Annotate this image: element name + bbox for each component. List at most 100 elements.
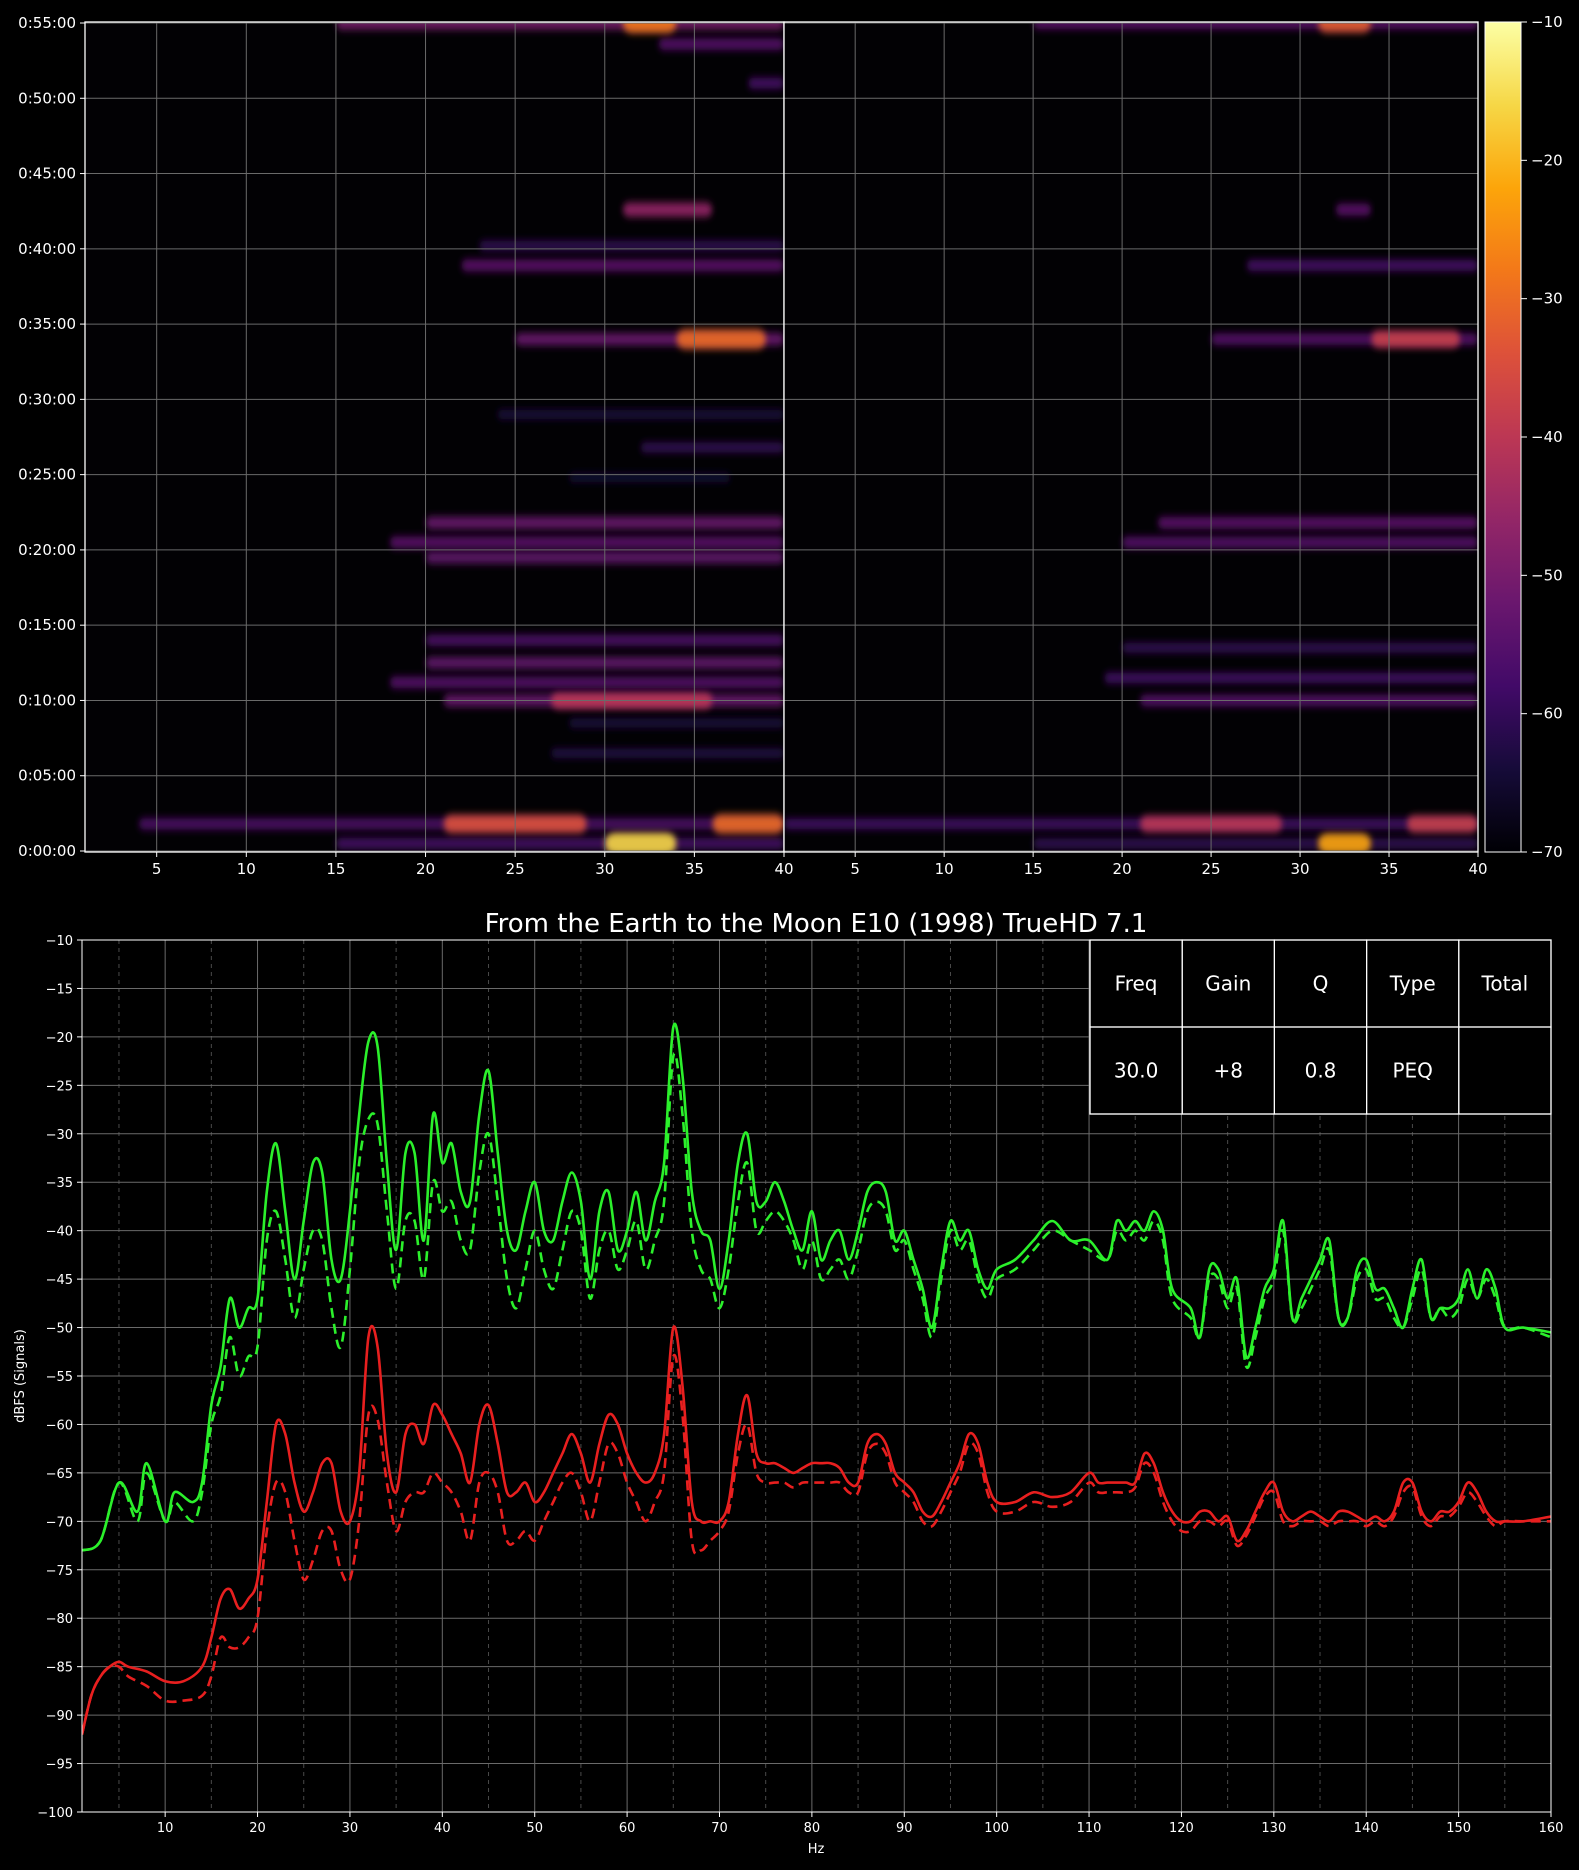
x-tick-label: 140 bbox=[1354, 1821, 1379, 1836]
spectrogram-band bbox=[1033, 838, 1478, 849]
x-tick-label: 20 bbox=[1113, 860, 1132, 878]
spectrogram-band bbox=[479, 240, 784, 251]
y-tick-label: 0:00:00 bbox=[18, 842, 76, 860]
x-tick-label: 15 bbox=[326, 860, 345, 878]
spectrogram-band bbox=[676, 329, 767, 349]
spectrogram-band bbox=[389, 676, 784, 689]
x-tick-label: 20 bbox=[416, 860, 435, 878]
spectrogram-right-x-ticks: 5 10 15 20 25 30 35 40 bbox=[850, 852, 1488, 878]
y-tick-label: −75 bbox=[46, 1564, 73, 1579]
x-tick-label: 160 bbox=[1539, 1821, 1564, 1836]
y-tick-label: −40 bbox=[46, 1225, 73, 1240]
spectrogram-left-y-ticks: 0:00:00 0:05:00 0:10:00 0:15:00 0:20:00 0:25:… bbox=[18, 14, 85, 860]
spectrogram-band bbox=[784, 818, 1478, 830]
table-cell bbox=[1458, 1026, 1552, 1115]
x-tick-label: 120 bbox=[1169, 1821, 1194, 1836]
x-tick-label: 20 bbox=[249, 1821, 266, 1836]
spectrogram-band bbox=[568, 718, 784, 728]
colorbar-tick-label: −30 bbox=[1531, 290, 1563, 308]
y-axis-label: dBFS (Signals) bbox=[13, 1329, 28, 1423]
y-tick-label: −100 bbox=[37, 1806, 73, 1821]
y-tick-label: −85 bbox=[46, 1661, 73, 1676]
spectrogram-left-background bbox=[85, 22, 784, 852]
chart-title: From the Earth to the Moon E10 (1998) Tr… bbox=[485, 909, 1148, 939]
table-header-label: Type bbox=[1389, 972, 1436, 996]
x-tick-label: 60 bbox=[619, 1821, 636, 1836]
y-tick-label: 0:50:00 bbox=[18, 89, 76, 107]
x-tick-label: 150 bbox=[1446, 1821, 1471, 1836]
x-tick-label: 40 bbox=[1468, 860, 1487, 878]
x-tick-label: 90 bbox=[896, 1821, 913, 1836]
spectrogram-left-x-ticks: 5 10 15 20 25 30 35 40 bbox=[152, 852, 794, 878]
spectrogram-right-frame bbox=[783, 21, 1479, 853]
y-tick-label: −30 bbox=[46, 1128, 73, 1143]
spectrogram-band bbox=[335, 838, 784, 849]
spectrogram-band bbox=[568, 473, 731, 483]
spectrogram-band bbox=[1406, 815, 1478, 833]
spectrogram-band bbox=[1371, 330, 1461, 348]
table-header-label: Freq bbox=[1115, 972, 1158, 996]
spectrogram-band bbox=[497, 409, 784, 419]
x-tick-label: 80 bbox=[804, 1821, 821, 1836]
x-tick-label: 130 bbox=[1261, 1821, 1286, 1836]
spectrogram-band bbox=[389, 536, 784, 549]
x-tick-label: 25 bbox=[1202, 860, 1221, 878]
response-chart-grid bbox=[82, 939, 1552, 1813]
x-tick-label: 10 bbox=[237, 860, 256, 878]
y-tick-label: −55 bbox=[46, 1370, 73, 1385]
y-tick-label: −15 bbox=[46, 982, 73, 997]
colorbar-tick-label: −20 bbox=[1531, 151, 1563, 169]
x-tick-label: 35 bbox=[1379, 860, 1398, 878]
spectrogram-band bbox=[1157, 516, 1478, 529]
colorbar: −10 −20 −30 −40 −50 −60 −70 bbox=[1484, 13, 1563, 861]
table-header-label: Q bbox=[1313, 972, 1329, 996]
table-cell-value: 0.8 bbox=[1305, 1059, 1337, 1083]
spectrogram-right: 5 10 15 20 25 30 35 40 bbox=[783, 21, 1488, 878]
colorbar-tick-label: −10 bbox=[1531, 13, 1563, 31]
x-tick-label: 10 bbox=[935, 860, 954, 878]
response-chart-series bbox=[82, 1022, 1551, 1735]
spectrogram-left-grid bbox=[85, 22, 785, 852]
spectrogram-band bbox=[1246, 259, 1478, 271]
x-tick-label: 30 bbox=[1291, 860, 1310, 878]
x-tick-label: 110 bbox=[1077, 1821, 1102, 1836]
y-tick-label: −95 bbox=[46, 1758, 73, 1773]
y-tick-label: −35 bbox=[46, 1176, 73, 1191]
colorbar-tick-label: −60 bbox=[1531, 705, 1563, 723]
y-tick-label: −45 bbox=[46, 1273, 73, 1288]
y-tick-label: −70 bbox=[46, 1515, 73, 1530]
series-line-green-solid bbox=[82, 1022, 1551, 1552]
x-tick-label: 30 bbox=[342, 1821, 359, 1836]
y-tick-label: 0:10:00 bbox=[18, 691, 76, 709]
response-chart-y-ticks: −10 −15 −20 −25 −30 −35 −40 −45 −50 −55 −60 −65 −70 −… bbox=[37, 934, 82, 1821]
series-line-green-dashed bbox=[82, 1052, 1551, 1552]
y-tick-label: −60 bbox=[46, 1418, 73, 1433]
x-tick-label: 30 bbox=[595, 860, 614, 878]
spectrogram-band bbox=[1104, 672, 1478, 684]
y-tick-label: −65 bbox=[46, 1467, 73, 1482]
x-tick-label: 70 bbox=[711, 1821, 728, 1836]
x-tick-label: 25 bbox=[506, 860, 525, 878]
spectrogram-band bbox=[658, 38, 784, 50]
spectrogram-left: 5 10 15 20 25 30 35 40 0:00:00 0:05:00 0:10:00 0:1… bbox=[18, 14, 794, 878]
y-tick-label: 0:30:00 bbox=[18, 390, 76, 408]
y-tick-label: −10 bbox=[46, 934, 73, 949]
table-header-label: Total bbox=[1481, 972, 1529, 996]
spectrogram-band bbox=[1335, 203, 1372, 216]
y-tick-label: 0:25:00 bbox=[18, 466, 76, 484]
y-tick-label: −80 bbox=[46, 1612, 73, 1627]
x-tick-label: 5 bbox=[850, 860, 860, 878]
spectrogram-band bbox=[622, 22, 677, 33]
spectrogram-band bbox=[1317, 832, 1372, 852]
x-tick-label: 5 bbox=[152, 860, 162, 878]
y-tick-label: 0:20:00 bbox=[18, 541, 76, 559]
series-line-red-dashed bbox=[82, 1353, 1551, 1735]
y-tick-label: −50 bbox=[46, 1322, 73, 1337]
x-tick-label: 40 bbox=[774, 860, 793, 878]
colorbar-ticks: −10 −20 −30 −40 −50 −60 −70 bbox=[1521, 13, 1563, 861]
y-tick-label: −20 bbox=[46, 1031, 73, 1046]
x-axis-label: Hz bbox=[808, 1842, 825, 1857]
spectrogram-band bbox=[1317, 22, 1372, 33]
y-tick-label: 0:35:00 bbox=[18, 315, 76, 333]
